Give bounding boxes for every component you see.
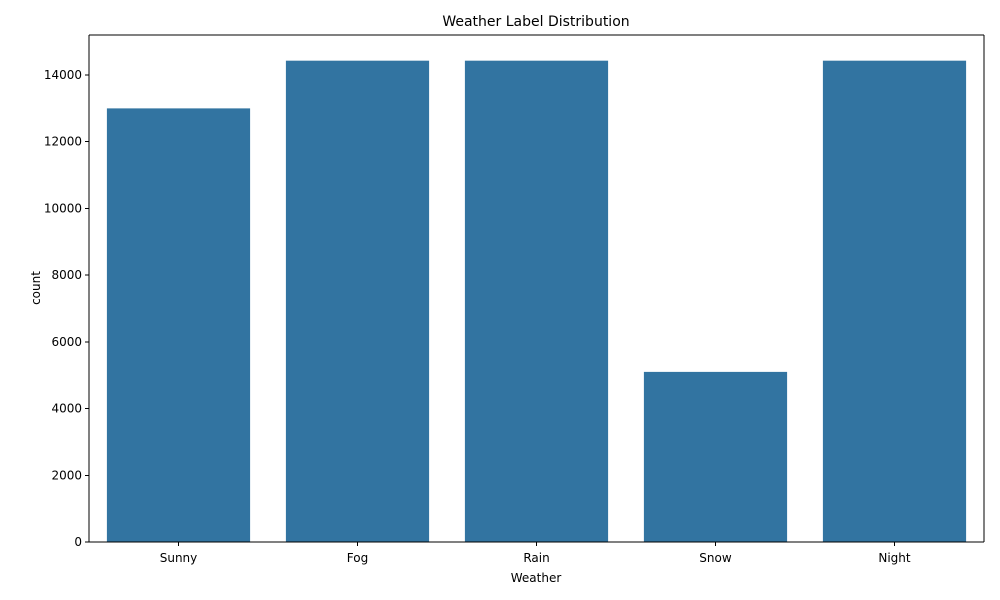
y-tick-label: 10000 <box>44 201 82 215</box>
bar-fog <box>285 60 430 543</box>
y-axis-label: count <box>29 271 43 305</box>
bar-snow <box>643 371 788 542</box>
x-tick-label-night: Night <box>878 551 911 565</box>
x-axis-ticks: Sunny Fog Rain Snow Night <box>160 542 911 565</box>
y-axis-ticks: 0 2000 4000 6000 8000 10000 12000 14000 <box>44 68 89 549</box>
y-tick-label: 4000 <box>51 402 82 416</box>
y-tick-label: 0 <box>74 535 82 549</box>
x-axis-label: Weather <box>511 571 562 585</box>
bar-rain <box>464 60 609 543</box>
y-tick-label: 12000 <box>44 135 82 149</box>
x-tick-label-sunny: Sunny <box>160 551 198 565</box>
bar-night <box>822 60 967 543</box>
x-tick-label-fog: Fog <box>347 551 368 565</box>
y-tick-label: 8000 <box>51 268 82 282</box>
x-tick-label-rain: Rain <box>523 551 549 565</box>
bar-sunny <box>106 108 251 542</box>
axes-layer <box>88 34 985 543</box>
y-tick-label: 6000 <box>51 335 82 349</box>
y-tick-label: 2000 <box>51 468 82 482</box>
bars-layer <box>106 60 967 543</box>
x-tick-label-snow: Snow <box>699 551 732 565</box>
chart-title: Weather Label Distribution <box>442 14 629 30</box>
y-tick-label: 14000 <box>44 68 82 82</box>
